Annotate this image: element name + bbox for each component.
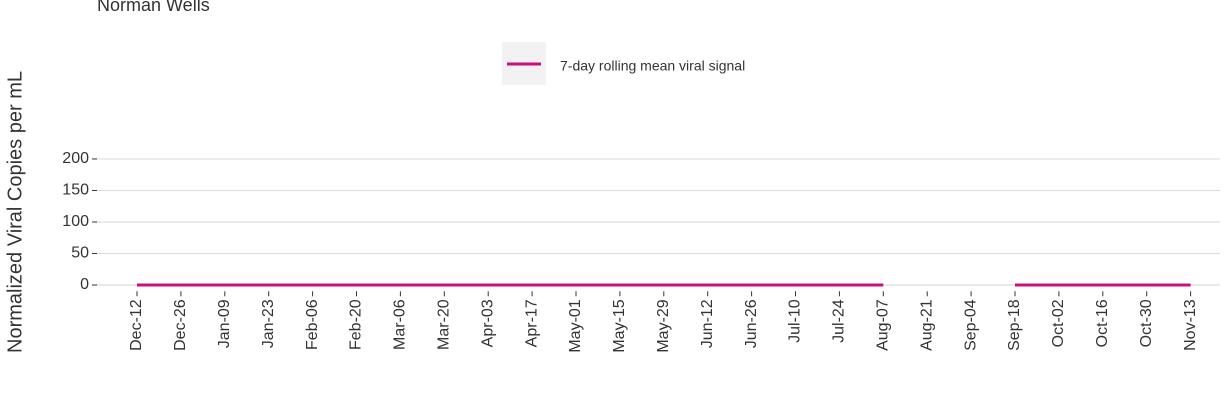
y-tick-label: 100: [62, 213, 89, 230]
x-tick-label: Feb-20: [348, 299, 365, 350]
legend-label: 7-day rolling mean viral signal: [560, 58, 745, 74]
x-tick-label: Oct-30: [1138, 299, 1155, 347]
x-tick-label: Apr-03: [479, 299, 496, 347]
x-tick-label: Jun-12: [699, 299, 716, 348]
x-tick-label: Mar-20: [436, 299, 453, 350]
x-tick-label: May-15: [611, 299, 628, 352]
x-tick-label: Jul-10: [787, 299, 804, 343]
x-tick-label: Aug-07: [875, 299, 892, 351]
x-tick-label: Jul-24: [831, 299, 848, 343]
x-tick-label: Jan-23: [260, 299, 277, 348]
x-tick-label: Oct-02: [1050, 299, 1067, 347]
y-axis-label: Normalized Viral Copies per mL: [4, 71, 26, 353]
x-tick-label: Oct-16: [1094, 299, 1111, 347]
x-tick-label: Sep-18: [1006, 299, 1023, 351]
x-tick-label: May-01: [567, 299, 584, 352]
x-tick-label: Aug-21: [918, 299, 935, 351]
y-tick-label: 200: [62, 150, 89, 167]
x-tick-label: Nov-13: [1182, 299, 1199, 351]
chart-title: Norman Wells: [97, 0, 210, 15]
x-tick-label: Dec-12: [128, 299, 145, 351]
x-tick-label: May-29: [655, 299, 672, 352]
x-tick-label: Feb-06: [304, 299, 321, 350]
x-tick-label: Apr-17: [523, 299, 540, 347]
y-tick-label: 0: [80, 276, 89, 293]
x-tick-label: Jan-09: [216, 299, 233, 348]
x-tick-label: Sep-04: [962, 299, 979, 351]
y-tick-label: 50: [71, 245, 89, 262]
x-tick-label: Jun-26: [743, 299, 760, 348]
x-tick-label: Mar-06: [392, 299, 409, 350]
x-tick-label: Dec-26: [172, 299, 189, 351]
y-tick-label: 150: [62, 182, 89, 199]
